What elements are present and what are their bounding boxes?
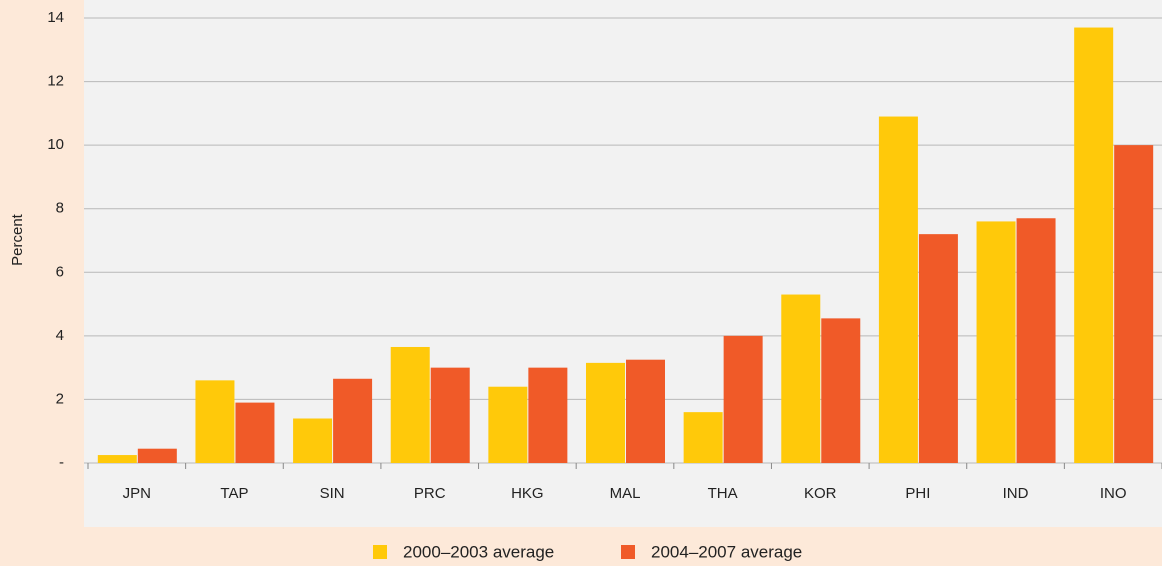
bar [918, 234, 958, 463]
bar [821, 318, 861, 463]
legend-swatch [373, 545, 387, 559]
x-tick-label: MAL [610, 485, 641, 502]
bar [626, 359, 665, 463]
bar [976, 221, 1016, 463]
x-tick-label: PRC [414, 485, 446, 502]
bar [333, 378, 373, 463]
bar [683, 412, 723, 463]
bar [430, 367, 470, 463]
y-tick-label: 8 [56, 200, 64, 217]
bar [586, 362, 625, 463]
y-tick-label: 6 [56, 263, 64, 280]
x-tick-label: JPN [123, 485, 151, 502]
x-tick-label: IND [1003, 485, 1029, 502]
x-tick-label: SIN [320, 485, 345, 502]
y-tick-label: 10 [47, 136, 64, 153]
bar [137, 448, 177, 463]
bar [1074, 27, 1114, 464]
bar [488, 386, 528, 463]
y-tick-label: 2 [56, 390, 64, 407]
bar [723, 335, 763, 463]
bar [195, 380, 235, 463]
bar [878, 116, 918, 464]
bar [528, 367, 568, 463]
x-tick-label: TAP [220, 485, 248, 502]
x-tick-label: HKG [511, 485, 544, 502]
y-tick-label: 4 [56, 327, 64, 344]
bar [781, 294, 821, 463]
x-tick-label: PHI [905, 485, 930, 502]
x-tick-label: KOR [804, 485, 837, 502]
bar [293, 418, 333, 463]
y-tick-label: 12 [47, 73, 64, 90]
legend-label: 2000–2003 average [403, 542, 554, 561]
y-tick-label: - [59, 454, 64, 471]
y-axis-label: Percent [9, 213, 26, 266]
legend-label: 2004–2007 average [651, 542, 802, 561]
bar [390, 346, 430, 463]
bar [235, 402, 275, 463]
bar [97, 455, 137, 463]
x-tick-label: THA [708, 485, 738, 502]
y-tick-label: 14 [47, 9, 64, 26]
bar [1016, 218, 1056, 463]
bar [1114, 145, 1154, 463]
legend-swatch [621, 545, 635, 559]
x-tick-label: INO [1100, 485, 1127, 502]
